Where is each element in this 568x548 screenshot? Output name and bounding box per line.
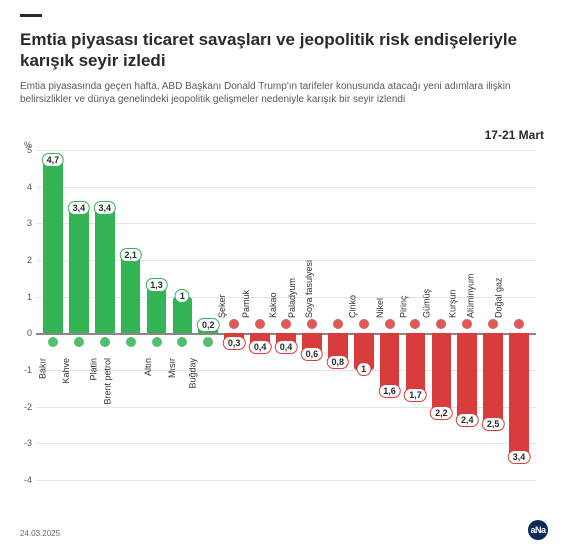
- category-icon: [488, 319, 498, 329]
- category-icon: [462, 319, 472, 329]
- bar-rect: [147, 286, 167, 334]
- chart-subtitle: Emtia piyasasında geçen hafta, ABD Başka…: [20, 80, 548, 107]
- bar-value-label: 3,4: [68, 201, 91, 215]
- category-label: Mısır: [167, 358, 177, 378]
- category-icon: [281, 319, 291, 329]
- category-label: Platin: [88, 358, 98, 381]
- category-label: Brent petrol: [102, 358, 112, 405]
- y-tick-label: 1: [14, 292, 32, 302]
- category-icon: [436, 319, 446, 329]
- grid-line: [36, 480, 536, 481]
- bar-rect: [483, 333, 503, 425]
- category-icon: [203, 337, 213, 347]
- bar-rect: [432, 333, 452, 414]
- category-icon: [126, 337, 136, 347]
- category-label: Kurşun: [448, 290, 458, 319]
- category-icon: [385, 319, 395, 329]
- bar-slot: 4,7 Bakır: [40, 150, 66, 480]
- y-tick-label: 0: [14, 328, 32, 338]
- bar-value-label: 2,1: [119, 248, 142, 262]
- bar-value-label: 0,3: [223, 336, 246, 350]
- bar-value-label: 2,4: [456, 413, 479, 427]
- bar-slot: 3,4Platin: [92, 150, 118, 480]
- category-label: Pamuk: [241, 290, 251, 318]
- category-label: Kakao: [268, 293, 278, 319]
- category-label: Doğal gaz: [494, 278, 504, 319]
- chart-title: Emtia piyasası ticaret savaşları ve jeop…: [20, 29, 548, 72]
- bar-value-label: 0,2: [197, 318, 220, 332]
- bar-slot: 1 Mısır: [169, 150, 195, 480]
- y-tick-label: 4: [14, 182, 32, 192]
- bar-value-label: 4,7: [42, 153, 65, 167]
- bar-slot: 1,3 Altın: [144, 150, 170, 480]
- category-icon: [48, 337, 58, 347]
- y-tick-label: -1: [14, 365, 32, 375]
- category-icon: [74, 337, 84, 347]
- chart-container: % -4-3-2-1012345 4,7Bakır3,4Kahve3,4Plat…: [36, 150, 536, 480]
- category-label: Bakır: [37, 358, 47, 379]
- bar-value-label: 3,4: [93, 201, 116, 215]
- bar-rect: [509, 333, 529, 458]
- category-icon: [514, 319, 524, 329]
- bar-rect: [95, 209, 115, 334]
- bar-slot: 3,4Doğal gaz: [506, 150, 532, 480]
- bar-value-label: 0,4: [275, 340, 298, 354]
- category-icon: [177, 337, 187, 347]
- bar-value-label: 0,8: [327, 355, 350, 369]
- category-icon: [229, 319, 239, 329]
- bar-value-label: 1: [356, 362, 371, 376]
- y-tick-label: -4: [14, 475, 32, 485]
- bar-rect: [121, 256, 141, 333]
- header-accent-dash: [20, 14, 42, 17]
- category-label: Soya fasulyesi: [304, 260, 314, 318]
- bar-value-label: 0,4: [249, 340, 272, 354]
- category-label: Alüminyum: [466, 274, 476, 319]
- category-icon: [255, 319, 265, 329]
- category-label: Nikel: [375, 298, 385, 318]
- bar-rect: [406, 333, 426, 395]
- category-icon: [100, 337, 110, 347]
- bar-rect: [43, 161, 63, 333]
- footer-date: 24.03.2025: [20, 529, 60, 538]
- y-tick-label: 3: [14, 218, 32, 228]
- y-axis: -4-3-2-1012345: [14, 150, 32, 480]
- bar-slot: 3,4Kahve: [66, 150, 92, 480]
- bar-value-label: 3,4: [508, 450, 531, 464]
- bar-slot: 1Çinko: [351, 150, 377, 480]
- category-icon: [152, 337, 162, 347]
- bar-value-label: 1,6: [378, 384, 401, 398]
- bar-value-label: 2,2: [430, 406, 453, 420]
- agency-logo: aNa: [528, 520, 548, 540]
- bar-value-label: 2,5: [482, 417, 505, 431]
- category-label: Kahve: [61, 358, 71, 384]
- bars-area: 4,7Bakır3,4Kahve3,4Platin2,1Brent petrol…: [40, 150, 532, 480]
- bar-rect: [457, 333, 477, 421]
- category-label: Şeker: [217, 295, 227, 319]
- category-label: Paladyum: [287, 278, 297, 318]
- bar-value-label: 0,6: [301, 347, 324, 361]
- category-label: Altın: [143, 358, 153, 376]
- category-icon: [410, 319, 420, 329]
- bar-value-label: 1: [175, 289, 190, 303]
- bar-rect: [69, 209, 89, 334]
- category-icon: [307, 319, 317, 329]
- y-tick-label: 5: [14, 145, 32, 155]
- date-range-label: 17-21 Mart: [485, 128, 544, 142]
- bar-slot: 2,1Brent petrol: [118, 150, 144, 480]
- y-tick-label: -3: [14, 438, 32, 448]
- category-label: Gümüş: [422, 289, 432, 318]
- y-tick-label: 2: [14, 255, 32, 265]
- y-tick-label: -2: [14, 402, 32, 412]
- bar-value-label: 1,3: [145, 278, 168, 292]
- category-icon: [359, 319, 369, 329]
- bar-value-label: 1,7: [404, 388, 427, 402]
- category-icon: [333, 319, 343, 329]
- category-label: Çinko: [347, 295, 357, 318]
- category-label: Buğday: [188, 358, 198, 389]
- category-label: Pirinç: [399, 296, 409, 319]
